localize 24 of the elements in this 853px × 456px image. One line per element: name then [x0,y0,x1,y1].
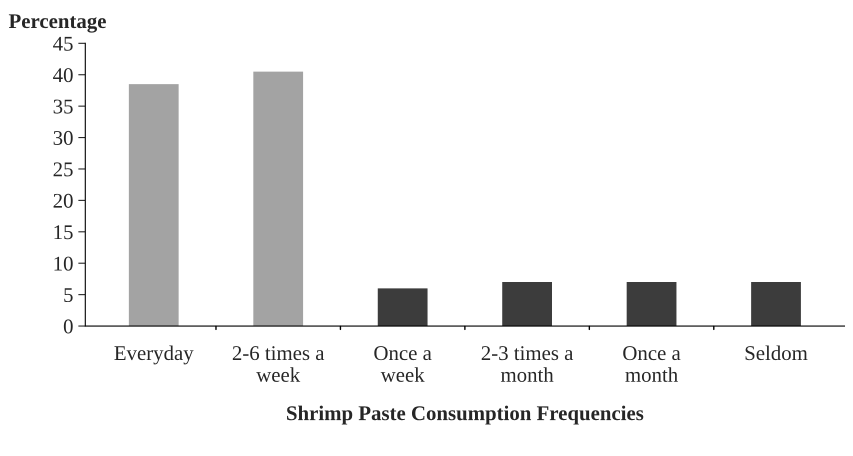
x-tick-label: Seldom [746,345,808,360]
x-axis-title: Shrimp Paste Consumption Frequencies [287,406,644,424]
x-tick-label: Everyday [114,345,194,364]
y-tick-label: 25 [54,162,73,176]
y-tick-label: 45 [53,36,73,51]
bar [751,282,801,326]
y-tick-label: 35 [54,100,73,114]
bar [378,288,428,326]
y-tick-label: 10 [54,256,73,271]
bar [626,282,676,326]
bar [253,72,304,326]
y-tick-label: 0 [64,319,73,334]
y-axis-title: Percentage [8,14,106,33]
bar [502,282,552,326]
x-tick-label: Once a week [374,346,432,382]
y-tick-label: 5 [64,288,73,302]
x-tick-label: Once a month [623,346,680,382]
x-tick-label: 2-3 times a month [482,346,574,382]
y-tick-label: 40 [53,68,73,82]
bar [128,84,179,326]
y-tick-label: 15 [54,225,73,240]
y-tick-label: 30 [54,130,73,145]
y-tick-label: 20 [54,194,73,208]
x-tick-label: 2-6 times a week [232,346,324,382]
